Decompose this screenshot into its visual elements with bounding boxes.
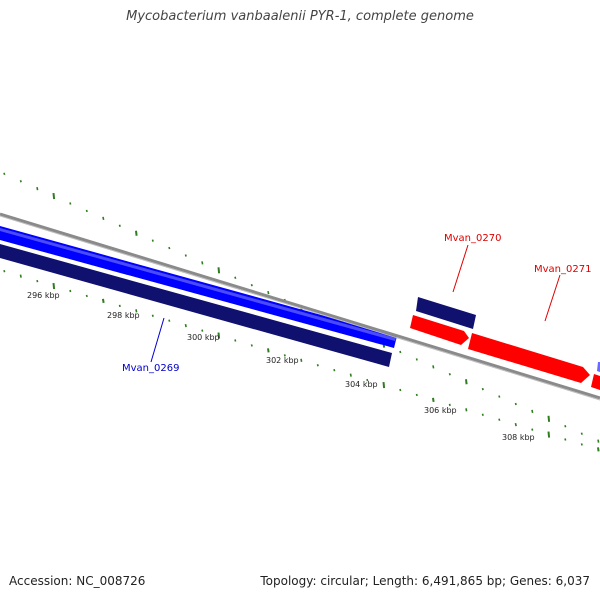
gene-label-mvan-0269: Mvan_0269 (122, 363, 179, 374)
gc-tick (382, 381, 386, 389)
scale-label-304: 304 kbp (345, 380, 378, 389)
gc-tick (36, 186, 39, 191)
gc-tick (580, 432, 583, 435)
inner-gc-ticks (3, 269, 600, 452)
genome-backbone-shade (0, 215, 600, 401)
gc-tick (184, 323, 187, 328)
gc-tick (217, 267, 221, 274)
gc-tick (415, 393, 418, 397)
gc-tick (217, 332, 221, 339)
gc-tick (514, 422, 517, 427)
genome-backbone (0, 212, 600, 400)
gc-tick (432, 365, 435, 369)
gc-tick (250, 283, 253, 287)
gc-tick (349, 373, 352, 377)
gc-tick (465, 408, 468, 412)
gc-tick (267, 348, 270, 353)
gc-tick (234, 339, 237, 342)
gc-tick (564, 438, 567, 441)
gc-tick (481, 413, 484, 416)
gc-tick (283, 354, 286, 357)
gc-tick (250, 344, 253, 347)
gc-tick (580, 443, 583, 446)
gc-tick (234, 276, 237, 279)
label-pointer-mvan-0270 (452, 244, 469, 293)
scale-label-296: 296 kbp (27, 291, 60, 300)
gc-tick (36, 279, 39, 283)
highlight-gene-segment-3 (591, 374, 600, 390)
gc-tick (102, 216, 105, 221)
gc-tick (399, 350, 402, 354)
scale-label-306: 306 kbp (424, 406, 457, 415)
scale-label-300: 300 kbp (187, 333, 220, 342)
gc-tick (597, 447, 600, 452)
gc-tick (69, 289, 72, 293)
gc-tick (531, 409, 534, 414)
gc-tick (564, 425, 567, 428)
gc-tick (316, 364, 319, 367)
gc-tick (201, 261, 204, 265)
forward-gene-highlight (0, 228, 396, 341)
gc-tick (547, 431, 551, 438)
gc-tick (465, 379, 468, 385)
gc-tick (547, 415, 551, 422)
forward-gene-bar (0, 226, 397, 348)
gc-tick (201, 329, 204, 332)
gc-tick (3, 269, 6, 273)
gc-tick (531, 428, 534, 431)
gc-tick (597, 439, 600, 443)
accession-text: Accession: NC_008726 (9, 574, 146, 588)
gc-tick (19, 274, 22, 278)
gc-tick (102, 298, 105, 304)
reverse-gene-bar-mvan-0270 (416, 297, 476, 329)
gc-tick (366, 378, 369, 382)
gc-tick (184, 254, 187, 257)
gc-tick (432, 397, 435, 403)
genome-summary-text: Topology: circular; Length: 6,491,865 bp… (260, 574, 590, 588)
gc-tick (333, 368, 336, 372)
gc-tick (135, 309, 138, 313)
scale-label-298: 298 kbp (107, 311, 140, 320)
gc-tick (135, 230, 138, 236)
gc-tick (498, 395, 501, 398)
scale-label-308: 308 kbp (502, 433, 535, 442)
map-title: Mycobacterium vanbaalenii PYR-1, complet… (126, 9, 474, 24)
gc-tick (151, 239, 154, 242)
highlight-gene-segment-1 (410, 315, 469, 345)
gc-tick (168, 246, 171, 250)
highlight-gene-segment-2 (468, 333, 590, 383)
label-pointer-mvan-0269 (150, 317, 165, 363)
label-pointer-mvan-0271 (544, 274, 561, 322)
gc-tick (448, 403, 451, 407)
gc-tick (118, 304, 121, 308)
gc-tick (118, 224, 121, 228)
forward-gene-edge (597, 362, 600, 372)
gc-tick (448, 373, 451, 376)
gc-tick (399, 388, 402, 392)
gc-tick (267, 290, 270, 295)
gc-tick (85, 209, 88, 213)
gc-tick (52, 282, 56, 290)
gc-tick (52, 192, 56, 200)
gc-tick (69, 202, 72, 205)
gc-tick (168, 319, 171, 322)
gc-tick (481, 387, 484, 391)
gc-tick (514, 402, 517, 406)
gc-tick (151, 314, 154, 317)
gc-tick (300, 358, 303, 362)
gene-label-mvan-0270: Mvan_0270 (444, 233, 501, 244)
reverse-gene-bar-mvan-0269 (0, 244, 392, 367)
gene-label-mvan-0271: Mvan_0271 (534, 264, 591, 275)
gc-tick (415, 358, 418, 361)
gc-tick (3, 172, 6, 176)
scale-label-302: 302 kbp (266, 356, 299, 365)
gc-tick (498, 418, 501, 421)
gc-tick (19, 179, 22, 183)
gc-tick (85, 294, 88, 298)
